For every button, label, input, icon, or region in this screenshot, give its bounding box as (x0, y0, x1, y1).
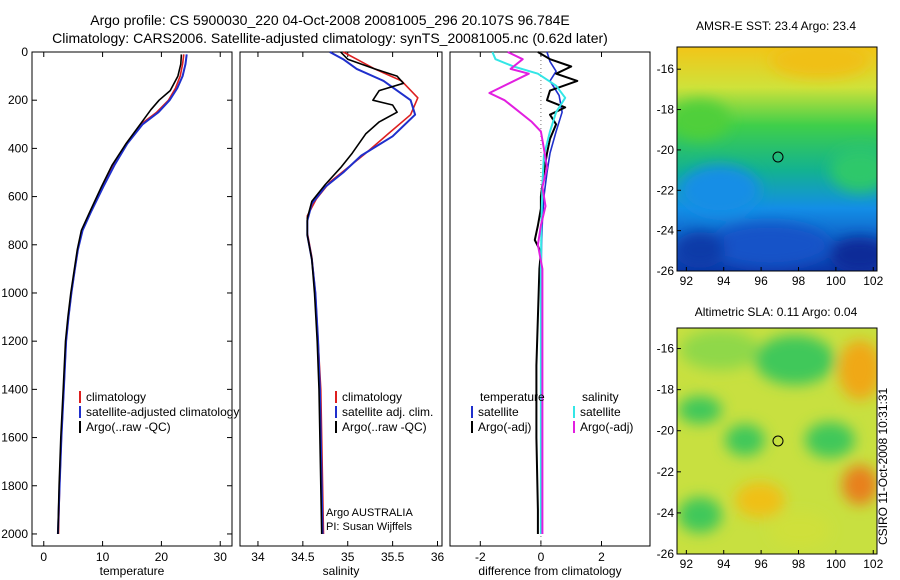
salinity-legend-label: Argo(..raw -QC) (342, 420, 427, 434)
sla-ytick-label: -18 (657, 383, 675, 397)
difference-series-line (488, 51, 548, 534)
salinity-legend-label: climatology (342, 390, 402, 404)
temperature-ytick-label: 600 (8, 190, 28, 204)
temperature-ytick-label: 800 (8, 238, 28, 252)
difference-xtick-label: 2 (598, 550, 605, 564)
difference-series-line (491, 51, 567, 534)
salinity-xlabel: salinity (323, 564, 360, 578)
sst-map-title: AMSR-E SST: 23.4 Argo: 23.4 (695, 19, 857, 33)
temperature-panel-frame (31, 51, 233, 547)
sla-xtick-label: 100 (826, 557, 846, 571)
difference-legend-label: Argo(-adj) (478, 420, 531, 434)
difference-xtick-label: -2 (475, 550, 486, 564)
temperature-ytick-label: 1200 (1, 334, 28, 348)
salinity-panel-frame (239, 51, 443, 547)
temperature-ytick-label: 0 (21, 45, 28, 59)
salinity-series-line (306, 51, 417, 535)
sst-map (676, 46, 878, 272)
difference-legend-label: salinity (582, 390, 619, 404)
temperature-ytick-label: 2000 (1, 527, 28, 541)
temperature-ytick-label: 1800 (1, 479, 28, 493)
temperature-legend-label: Argo(..raw -QC) (86, 420, 171, 434)
sst-ytick-label: -20 (657, 143, 675, 157)
sst-argo-marker (772, 151, 784, 163)
temperature-xtick-label: 20 (155, 550, 169, 564)
sla-ytick-label: -22 (657, 465, 675, 479)
sst-xtick-label: 94 (717, 274, 731, 288)
temperature-legend-label: climatology (86, 390, 146, 404)
temperature-series-line (56, 54, 188, 535)
salinity-xtick-label: 34.5 (291, 550, 315, 564)
sst-xtick-label: 98 (792, 274, 806, 288)
footer-credit: CSIRO 11-Oct-2008 10:31:31 (876, 387, 890, 545)
salinity-xtick-label: 36 (431, 550, 445, 564)
temperature-xtick-label: 0 (40, 550, 47, 564)
sla-ytick-label: -26 (657, 547, 675, 561)
temperature-legend-label: satellite-adjusted climatology (86, 405, 239, 419)
difference-legend-label: Argo(-adj) (580, 420, 633, 434)
difference-legend-label: temperature (480, 390, 545, 404)
sst-xtick-label: 96 (754, 274, 768, 288)
temperature-series-line (57, 54, 185, 535)
temperature-series-line (57, 54, 183, 535)
sst-ytick-label: -18 (657, 103, 675, 117)
sla-xtick-label: 92 (680, 557, 694, 571)
salinity-xtick-label: 34 (251, 550, 265, 564)
sst-ytick-label: -26 (657, 264, 675, 278)
sst-ytick-label: -24 (657, 224, 675, 238)
salinity-series-line (306, 51, 419, 535)
salinity-series-line (306, 51, 405, 535)
temperature-xtick-label: 30 (214, 550, 228, 564)
difference-xtick-label: 0 (538, 550, 545, 564)
temperature-xlabel: temperature (100, 564, 165, 578)
sla-xtick-label: 96 (754, 557, 768, 571)
owner-annotation: PI: Susan Wijffels (326, 521, 412, 533)
chart-title-line1: Argo profile: CS 5900030_220 04-Oct-2008… (90, 12, 570, 28)
sst-ytick-label: -22 (657, 183, 675, 197)
salinity-xtick-label: 35 (341, 550, 355, 564)
sst-xtick-label: 100 (826, 274, 846, 288)
temperature-ytick-label: 1000 (1, 286, 28, 300)
salinity-legend-label: satellite adj. clim. (342, 405, 433, 419)
sst-xtick-label: 92 (680, 274, 694, 288)
sla-argo-marker (772, 435, 784, 447)
sla-xtick-label: 98 (792, 557, 806, 571)
temperature-ytick-label: 1600 (1, 431, 28, 445)
difference-panel-frame (449, 51, 651, 547)
sla-ytick-label: -20 (657, 424, 675, 438)
sla-map (676, 327, 878, 555)
difference-legend-label: satellite (478, 405, 519, 419)
chart-title-line2: Climatology: CARS2006. Satellite-adjuste… (52, 30, 608, 46)
sst-xtick-label: 102 (863, 274, 883, 288)
sla-xtick-label: 102 (863, 557, 883, 571)
temperature-xtick-label: 10 (96, 550, 110, 564)
sla-map-title: Altimetric SLA: 0.11 Argo: 0.04 (694, 305, 858, 319)
owner-annotation: Argo AUSTRALIA (326, 507, 413, 519)
temperature-ytick-label: 200 (8, 93, 28, 107)
difference-xlabel: difference from climatology (478, 564, 621, 578)
sla-ytick-label: -16 (657, 342, 675, 356)
difference-legend-label: satellite (580, 405, 621, 419)
temperature-ytick-label: 400 (8, 141, 28, 155)
sla-xtick-label: 94 (717, 557, 731, 571)
sla-ytick-label: -24 (657, 506, 675, 520)
sst-ytick-label: -16 (657, 62, 675, 76)
temperature-ytick-label: 1400 (1, 382, 28, 396)
salinity-xtick-label: 35.5 (381, 550, 405, 564)
